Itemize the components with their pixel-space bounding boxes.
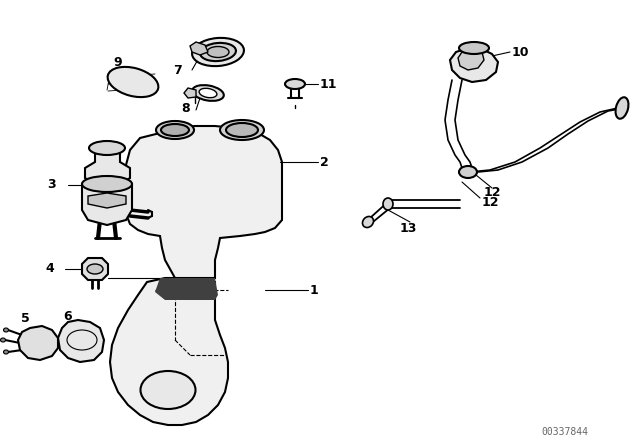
Ellipse shape <box>3 328 8 332</box>
Ellipse shape <box>1 338 6 342</box>
Ellipse shape <box>459 166 477 178</box>
Ellipse shape <box>82 176 132 192</box>
Text: 3: 3 <box>48 178 56 191</box>
Text: 4: 4 <box>45 263 54 276</box>
Text: 2: 2 <box>320 155 329 168</box>
Ellipse shape <box>199 88 217 98</box>
Ellipse shape <box>161 124 189 136</box>
Polygon shape <box>458 48 484 70</box>
Text: 9: 9 <box>114 56 122 69</box>
Text: 7: 7 <box>173 64 182 77</box>
Ellipse shape <box>616 97 628 119</box>
Polygon shape <box>88 193 126 208</box>
Text: 13: 13 <box>399 221 417 234</box>
Polygon shape <box>126 126 282 278</box>
Polygon shape <box>450 48 498 82</box>
Polygon shape <box>110 278 228 425</box>
Polygon shape <box>18 326 58 360</box>
Ellipse shape <box>200 43 236 61</box>
Ellipse shape <box>192 85 224 101</box>
Ellipse shape <box>362 216 374 228</box>
Text: 00337844: 00337844 <box>541 427 589 437</box>
Ellipse shape <box>220 120 264 140</box>
Polygon shape <box>155 278 218 300</box>
Ellipse shape <box>87 264 103 274</box>
Text: 10: 10 <box>512 46 529 59</box>
Text: 5: 5 <box>20 311 29 324</box>
Text: 8: 8 <box>182 102 190 115</box>
Ellipse shape <box>108 67 158 97</box>
Ellipse shape <box>89 141 125 155</box>
Ellipse shape <box>226 123 258 137</box>
Ellipse shape <box>141 371 195 409</box>
Text: 11: 11 <box>320 78 337 90</box>
Ellipse shape <box>207 47 229 57</box>
Polygon shape <box>82 258 108 280</box>
Ellipse shape <box>383 198 393 210</box>
Text: 12: 12 <box>483 186 500 199</box>
Text: 1: 1 <box>310 284 319 297</box>
Polygon shape <box>190 42 208 55</box>
Text: 6: 6 <box>64 310 72 323</box>
Polygon shape <box>82 184 132 225</box>
Ellipse shape <box>192 38 244 66</box>
Polygon shape <box>85 148 130 184</box>
Polygon shape <box>58 320 104 362</box>
Ellipse shape <box>285 79 305 89</box>
Ellipse shape <box>459 42 489 54</box>
Ellipse shape <box>3 350 8 354</box>
Text: 12: 12 <box>482 195 499 208</box>
Polygon shape <box>184 88 196 98</box>
Ellipse shape <box>156 121 194 139</box>
